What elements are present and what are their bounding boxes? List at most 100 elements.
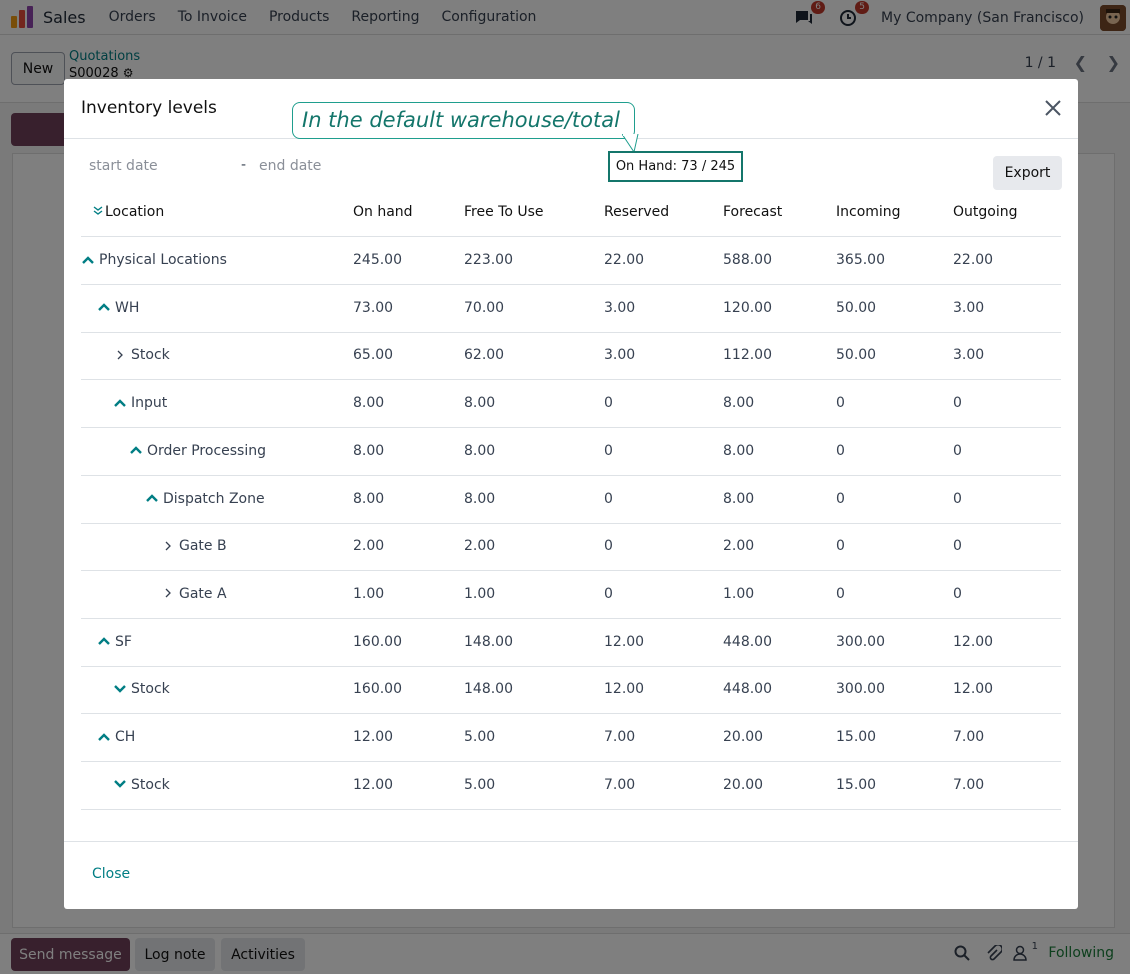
free-to-use-cell: 223.00	[464, 252, 513, 268]
chevron-up-icon[interactable]	[145, 491, 161, 507]
reserved-cell: 12.00	[604, 681, 645, 698]
location-cell[interactable]: Order Processing	[129, 428, 266, 475]
location-cell[interactable]: Stock	[113, 666, 170, 713]
location-cell[interactable]: SF	[97, 619, 132, 666]
outgoing-cell: 0	[953, 395, 962, 412]
forecast-cell: 20.00	[723, 776, 764, 793]
location-name: CH	[115, 729, 136, 745]
column-free-to-use[interactable]: Free To Use	[464, 204, 544, 220]
on-hand-cell: 160.00	[353, 633, 402, 650]
table-row[interactable]: WH 73.00 70.00 3.00 120.00 50.00 3.00	[81, 285, 1061, 333]
incoming-cell: 300.00	[836, 681, 885, 698]
inventory-levels-dialog: Inventory levels start date - end date E…	[64, 79, 1078, 909]
table-row[interactable]: CH 12.00 5.00 7.00 20.00 15.00 7.00	[81, 714, 1061, 762]
location-cell[interactable]: Dispatch Zone	[145, 476, 265, 523]
table-row[interactable]: Stock 12.00 5.00 7.00 20.00 15.00 7.00	[81, 762, 1061, 810]
table-row[interactable]: Stock 65.00 62.00 3.00 112.00 50.00 3.00	[81, 332, 1061, 381]
forecast-cell: 120.00	[723, 299, 772, 316]
incoming-cell: 0	[836, 585, 845, 602]
chevron-up-icon[interactable]	[129, 443, 145, 459]
start-date-input[interactable]: start date	[89, 158, 158, 174]
location-cell[interactable]: CH	[97, 714, 135, 761]
forecast-cell: 112.00	[723, 347, 772, 364]
chevron-up-icon[interactable]	[97, 730, 113, 746]
forecast-cell: 8.00	[723, 490, 755, 507]
incoming-cell: 0	[836, 538, 845, 555]
location-name: Order Processing	[147, 442, 266, 459]
dialog-footer: Close	[64, 841, 1078, 909]
location-cell[interactable]: Input	[113, 380, 167, 427]
location-cell[interactable]: Gate B	[161, 523, 227, 570]
outgoing-cell: 3.00	[953, 347, 985, 364]
chevron-right-icon[interactable]	[113, 348, 129, 364]
table-row[interactable]: Stock 160.00 148.00 12.00 448.00 300.00 12.00	[81, 666, 1061, 715]
location-cell[interactable]: Physical Locations	[81, 237, 227, 284]
chevron-down-icon[interactable]	[113, 777, 129, 793]
dialog-title: Inventory levels	[81, 98, 217, 118]
chevron-up-icon[interactable]	[97, 634, 113, 650]
outgoing-cell: 7.00	[953, 776, 985, 793]
table-row[interactable]: Dispatch Zone 8.00 8.00 0 8.00 0 0	[81, 476, 1061, 524]
outgoing-cell: 22.00	[953, 252, 994, 268]
reserved-cell: 0	[604, 442, 613, 459]
outgoing-cell: 12.00	[953, 633, 994, 650]
incoming-cell: 365.00	[836, 252, 885, 268]
location-name: Gate A	[179, 585, 227, 602]
location-cell[interactable]: WH	[97, 285, 139, 332]
free-to-use-cell: 2.00	[464, 538, 496, 555]
chevron-up-icon[interactable]	[97, 300, 113, 316]
close-button[interactable]: Close	[92, 866, 131, 882]
incoming-cell: 15.00	[836, 776, 877, 793]
table-row[interactable]: Gate B 2.00 2.00 0 2.00 0 0	[81, 523, 1061, 572]
reserved-cell: 0	[604, 395, 613, 412]
chevron-right-icon[interactable]	[161, 539, 177, 555]
location-name: WH	[115, 299, 140, 316]
on-hand-cell: 245.00	[353, 252, 402, 268]
reserved-cell: 0	[604, 538, 613, 555]
export-button[interactable]: Export	[993, 156, 1062, 190]
column-location[interactable]: Location	[93, 189, 164, 236]
outgoing-cell: 12.00	[953, 681, 994, 698]
chevron-down-icon[interactable]	[113, 682, 129, 698]
collapse-all-icon[interactable]	[93, 189, 105, 236]
forecast-cell: 448.00	[723, 633, 772, 650]
annotation-callout: In the default warehouse/total	[292, 102, 635, 139]
incoming-cell: 0	[836, 442, 845, 459]
free-to-use-cell: 148.00	[464, 681, 513, 698]
end-date-input[interactable]: end date	[259, 158, 322, 174]
location-cell[interactable]: Gate A	[161, 571, 227, 618]
table-row[interactable]: Input 8.00 8.00 0 8.00 0 0	[81, 380, 1061, 429]
column-outgoing[interactable]: Outgoing	[953, 204, 1018, 220]
location-name: Dispatch Zone	[163, 490, 265, 507]
incoming-cell: 0	[836, 490, 845, 507]
table-row[interactable]: Order Processing 8.00 8.00 0 8.00 0 0	[81, 428, 1061, 476]
forecast-cell: 1.00	[723, 585, 755, 602]
on-hand-cell: 1.00	[353, 585, 385, 602]
location-name: Gate B	[179, 538, 227, 555]
close-icon[interactable]	[1042, 97, 1064, 119]
free-to-use-cell: 62.00	[464, 347, 505, 364]
column-on-hand[interactable]: On hand	[353, 204, 413, 220]
reserved-cell: 7.00	[604, 776, 636, 793]
location-cell[interactable]: Stock	[113, 762, 170, 809]
column-forecast[interactable]: Forecast	[723, 204, 783, 220]
location-name: Input	[131, 395, 168, 412]
on-hand-cell: 2.00	[353, 538, 385, 555]
table-row[interactable]: Gate A 1.00 1.00 0 1.00 0 0	[81, 571, 1061, 619]
table-row[interactable]: Physical Locations 245.00 223.00 22.00 588.0…	[81, 237, 1061, 285]
column-incoming[interactable]: Incoming	[836, 204, 901, 220]
column-reserved[interactable]: Reserved	[604, 204, 670, 220]
chevron-up-icon[interactable]	[113, 396, 129, 412]
on-hand-cell: 8.00	[353, 442, 385, 459]
location-name: SF	[115, 633, 132, 650]
table-row[interactable]: SF 160.00 148.00 12.00 448.00 300.00 12.00	[81, 619, 1061, 667]
on-hand-cell: 8.00	[353, 490, 385, 507]
outgoing-cell: 0	[953, 538, 962, 555]
chevron-up-icon[interactable]	[81, 253, 97, 269]
free-to-use-cell: 8.00	[464, 490, 496, 507]
chevron-right-icon[interactable]	[161, 586, 177, 602]
outgoing-cell: 0	[953, 442, 962, 459]
incoming-cell: 15.00	[836, 729, 877, 745]
location-cell[interactable]: Stock	[113, 332, 170, 379]
free-to-use-cell: 8.00	[464, 442, 496, 459]
